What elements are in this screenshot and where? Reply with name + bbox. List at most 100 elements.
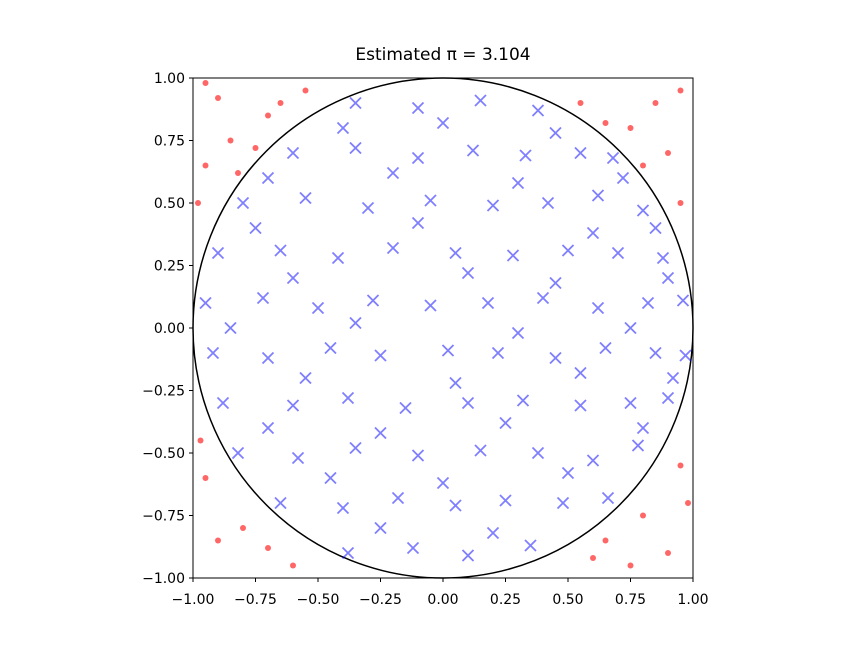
point (506, 249, 520, 262)
y-tick-label: 0.50 (154, 196, 185, 212)
chart-title: Estimated π = 3.104 (355, 45, 530, 65)
point (249, 221, 262, 235)
point (685, 500, 691, 506)
x-tick-label: 1.00 (677, 592, 708, 608)
point (256, 291, 270, 305)
point (286, 399, 300, 412)
point (311, 301, 325, 315)
point (291, 451, 305, 465)
x-tick-label: 0.75 (615, 592, 646, 608)
point (499, 494, 512, 507)
y-tick-label: 0.25 (154, 259, 185, 275)
point (215, 95, 221, 101)
point (341, 546, 355, 560)
y-tick-label: 1.00 (154, 71, 185, 87)
point (386, 241, 400, 255)
point (649, 221, 662, 235)
point (624, 396, 637, 410)
point (424, 299, 437, 312)
point (216, 396, 230, 410)
point (661, 271, 675, 285)
point (486, 199, 500, 212)
point (499, 416, 512, 430)
point (235, 170, 241, 176)
point (591, 301, 605, 315)
point (666, 371, 680, 385)
point (411, 216, 425, 230)
point (286, 146, 300, 160)
point (677, 87, 684, 94)
point (336, 501, 350, 515)
point (274, 244, 287, 257)
x-tick-label: 0.00 (427, 592, 458, 608)
point (411, 101, 425, 115)
point (231, 446, 245, 460)
point (627, 125, 634, 131)
point (261, 351, 275, 365)
point (541, 196, 555, 210)
point (374, 349, 387, 362)
point (324, 471, 337, 485)
x-tick-label: 0.50 (552, 592, 583, 608)
point (590, 555, 596, 561)
point (206, 346, 220, 360)
point (374, 426, 387, 440)
point (211, 246, 225, 260)
point (586, 454, 600, 467)
point (486, 526, 500, 540)
point (341, 391, 355, 405)
point (366, 294, 380, 307)
point (449, 376, 462, 390)
point (424, 194, 437, 207)
point (302, 87, 309, 94)
y-tick-label: −1.00 (142, 571, 185, 587)
point (531, 446, 545, 460)
point (299, 371, 312, 385)
point (240, 525, 246, 531)
y-tick-label: −0.25 (142, 384, 185, 400)
point (531, 104, 545, 117)
point (677, 462, 684, 469)
point (556, 496, 570, 510)
x-tick-label: −0.75 (234, 592, 277, 608)
point (524, 539, 537, 552)
point (195, 200, 201, 206)
point (640, 512, 646, 519)
point (361, 201, 375, 215)
point (586, 226, 600, 240)
point (199, 296, 212, 310)
point (574, 399, 587, 412)
point (349, 96, 362, 110)
point (549, 276, 562, 290)
point (274, 496, 287, 510)
point (202, 475, 209, 481)
point (665, 150, 671, 156)
point (636, 204, 650, 217)
point (649, 346, 662, 360)
point (665, 550, 671, 556)
point (290, 562, 296, 569)
point (516, 394, 530, 407)
point (616, 171, 630, 185)
point (631, 439, 645, 452)
point (641, 296, 655, 310)
point (331, 251, 345, 265)
point (536, 291, 550, 305)
point (679, 349, 692, 362)
point (577, 100, 584, 106)
point (636, 421, 650, 435)
point (386, 166, 400, 180)
point (466, 144, 480, 157)
point (252, 145, 259, 151)
point (519, 149, 532, 162)
point (561, 466, 575, 480)
y-tick-label: −0.75 (142, 509, 185, 525)
point (391, 491, 405, 505)
point (599, 341, 612, 355)
point (661, 391, 675, 405)
point (656, 251, 670, 265)
point (261, 171, 275, 185)
point (602, 120, 609, 126)
point (511, 326, 525, 340)
point (591, 189, 605, 202)
